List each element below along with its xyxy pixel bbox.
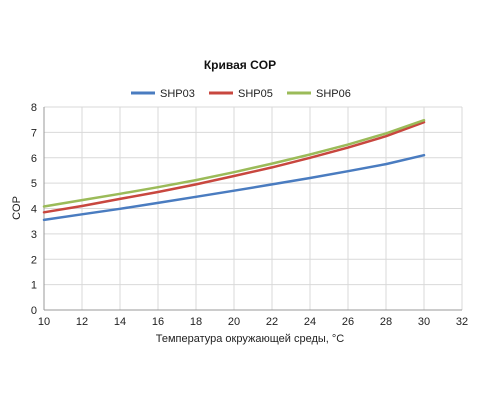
x-tick-label: 10 bbox=[38, 316, 50, 328]
y-tick-label: 3 bbox=[31, 229, 37, 241]
legend-label-shp03: SHP03 bbox=[160, 88, 195, 100]
y-axis-label: COP bbox=[11, 196, 23, 220]
x-tick-label: 26 bbox=[342, 316, 354, 328]
x-tick-label: 12 bbox=[76, 316, 88, 328]
y-tick-label: 2 bbox=[31, 254, 37, 266]
series-line-shp06 bbox=[42, 118, 426, 208]
x-tick-label: 16 bbox=[152, 316, 164, 328]
grid bbox=[43, 106, 463, 311]
y-tick-label: 4 bbox=[31, 204, 37, 216]
y-tick-label: 6 bbox=[31, 153, 37, 165]
x-tick-label: 24 bbox=[304, 316, 316, 328]
x-tick-label: 28 bbox=[380, 316, 392, 328]
series-line-shp03 bbox=[42, 153, 426, 222]
y-tick-label: 5 bbox=[31, 178, 37, 190]
y-tick-label: 1 bbox=[31, 280, 37, 292]
x-tick-label: 30 bbox=[418, 316, 430, 328]
x-tick-label: 32 bbox=[456, 316, 468, 328]
chart-title: Кривая COP bbox=[204, 58, 276, 72]
legend: SHP03 SHP05 SHP06 bbox=[131, 88, 351, 100]
legend-label-shp05: SHP05 bbox=[238, 88, 273, 100]
legend-label-shp06: SHP06 bbox=[316, 88, 351, 100]
series-group bbox=[42, 118, 426, 222]
x-tick-label: 20 bbox=[228, 316, 240, 328]
y-tick-label: 0 bbox=[31, 305, 37, 317]
x-tick-label: 18 bbox=[190, 316, 202, 328]
x-axis-label: Температура окружающей среды, °C bbox=[156, 333, 345, 345]
x-tick-label: 22 bbox=[266, 316, 278, 328]
series-line-shp05 bbox=[42, 120, 426, 214]
y-tick-label: 8 bbox=[31, 102, 37, 114]
x-tick-label: 14 bbox=[114, 316, 126, 328]
y-tick-label: 7 bbox=[31, 127, 37, 139]
